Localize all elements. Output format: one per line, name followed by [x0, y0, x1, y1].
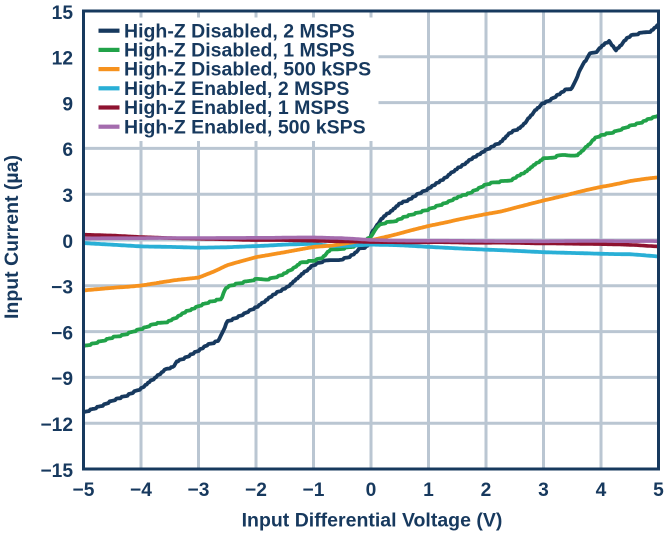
svg-text:Input Current (µa): Input Current (µa) [1, 155, 23, 319]
svg-text:9: 9 [62, 94, 73, 115]
svg-text:−12: −12 [40, 415, 73, 436]
svg-text:−2: −2 [245, 480, 267, 501]
svg-text:2: 2 [481, 480, 492, 501]
svg-text:High-Z Disabled, 1 MSPS: High-Z Disabled, 1 MSPS [124, 40, 355, 62]
svg-text:0: 0 [366, 480, 377, 501]
svg-text:1: 1 [423, 480, 434, 501]
svg-text:High-Z Enabled, 1 MSPS: High-Z Enabled, 1 MSPS [124, 97, 349, 119]
svg-text:3: 3 [62, 186, 73, 207]
svg-text:5: 5 [653, 480, 664, 501]
svg-text:−5: −5 [73, 480, 95, 501]
svg-text:0: 0 [62, 232, 73, 253]
svg-text:4: 4 [596, 480, 607, 501]
svg-text:−6: −6 [51, 323, 73, 344]
svg-text:High-Z Disabled, 500 kSPS: High-Z Disabled, 500 kSPS [124, 59, 371, 81]
svg-text:High-Z Enabled, 2 MSPS: High-Z Enabled, 2 MSPS [124, 78, 349, 100]
svg-text:Input Differential Voltage (V): Input Differential Voltage (V) [242, 510, 503, 532]
svg-text:6: 6 [62, 140, 73, 161]
svg-text:15: 15 [52, 3, 74, 24]
svg-text:3: 3 [538, 480, 549, 501]
svg-text:High-Z Enabled, 500 kSPS: High-Z Enabled, 500 kSPS [124, 116, 366, 138]
svg-text:High-Z Disabled, 2 MSPS: High-Z Disabled, 2 MSPS [124, 20, 355, 42]
svg-text:−1: −1 [303, 480, 325, 501]
svg-text:12: 12 [52, 49, 73, 70]
svg-text:−15: −15 [40, 461, 73, 482]
svg-text:−9: −9 [51, 369, 73, 390]
svg-text:−3: −3 [188, 480, 210, 501]
svg-text:−3: −3 [51, 278, 73, 299]
svg-text:−4: −4 [130, 480, 152, 501]
